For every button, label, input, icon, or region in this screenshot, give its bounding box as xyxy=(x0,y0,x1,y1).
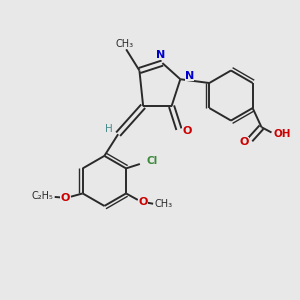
Text: O: O xyxy=(239,137,248,147)
Text: OH: OH xyxy=(273,129,291,139)
Text: O: O xyxy=(60,194,70,203)
Text: C₂H₅: C₂H₅ xyxy=(31,191,53,201)
Text: H: H xyxy=(105,124,112,134)
Text: CH₃: CH₃ xyxy=(155,199,173,209)
Text: N: N xyxy=(185,71,194,81)
Text: O: O xyxy=(182,126,192,136)
Text: O: O xyxy=(138,197,148,207)
Text: CH₃: CH₃ xyxy=(116,39,134,49)
Text: N: N xyxy=(156,50,166,60)
Text: Cl: Cl xyxy=(146,156,157,166)
